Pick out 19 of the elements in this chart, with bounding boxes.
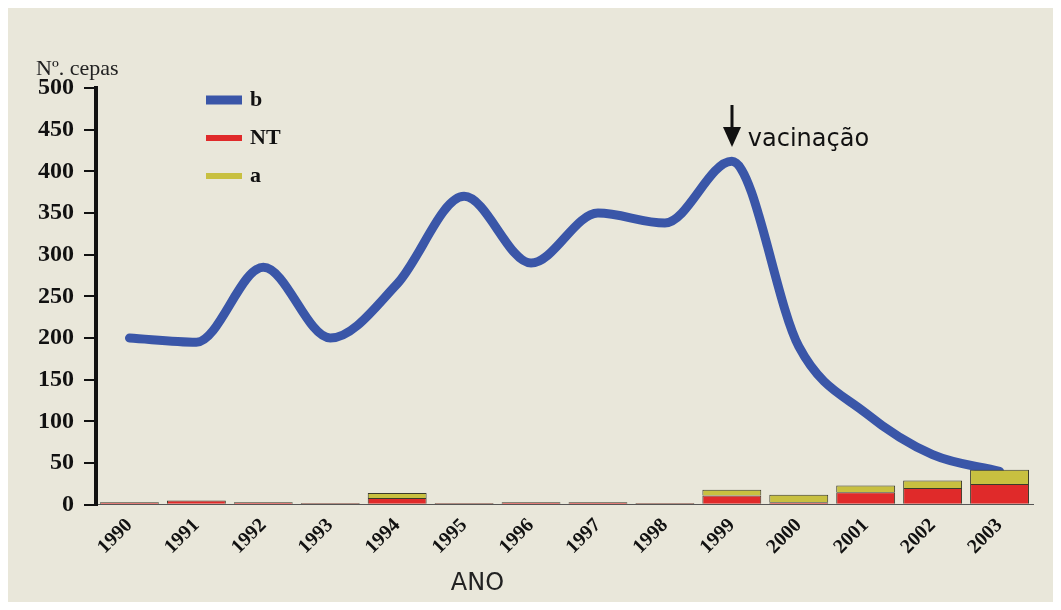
y-tick-label: 300 — [38, 239, 74, 266]
y-tick-label: 200 — [38, 323, 74, 350]
legend-label: a — [250, 161, 261, 187]
y-tick-label: 400 — [38, 156, 74, 183]
y-tick-label: 0 — [62, 489, 74, 516]
y-tick-label: 100 — [38, 406, 74, 433]
x-tick-label: 1991 — [159, 513, 203, 557]
x-tick-label: 1990 — [92, 513, 136, 557]
legend-label: NT — [250, 123, 281, 149]
y-tick-label: 50 — [50, 448, 74, 475]
y-tick-label: 350 — [38, 198, 74, 225]
x-tick-label: 1999 — [694, 513, 739, 557]
y-axis-title: Nº. cepas — [36, 54, 119, 80]
x-axis-title: ANO — [450, 568, 505, 597]
legend-label: b — [250, 85, 263, 111]
y-tick-label: 150 — [38, 364, 74, 391]
y-tick-label: 250 — [38, 281, 74, 308]
annotation: vacinação — [747, 123, 870, 152]
y-tick-label: 450 — [38, 114, 74, 141]
